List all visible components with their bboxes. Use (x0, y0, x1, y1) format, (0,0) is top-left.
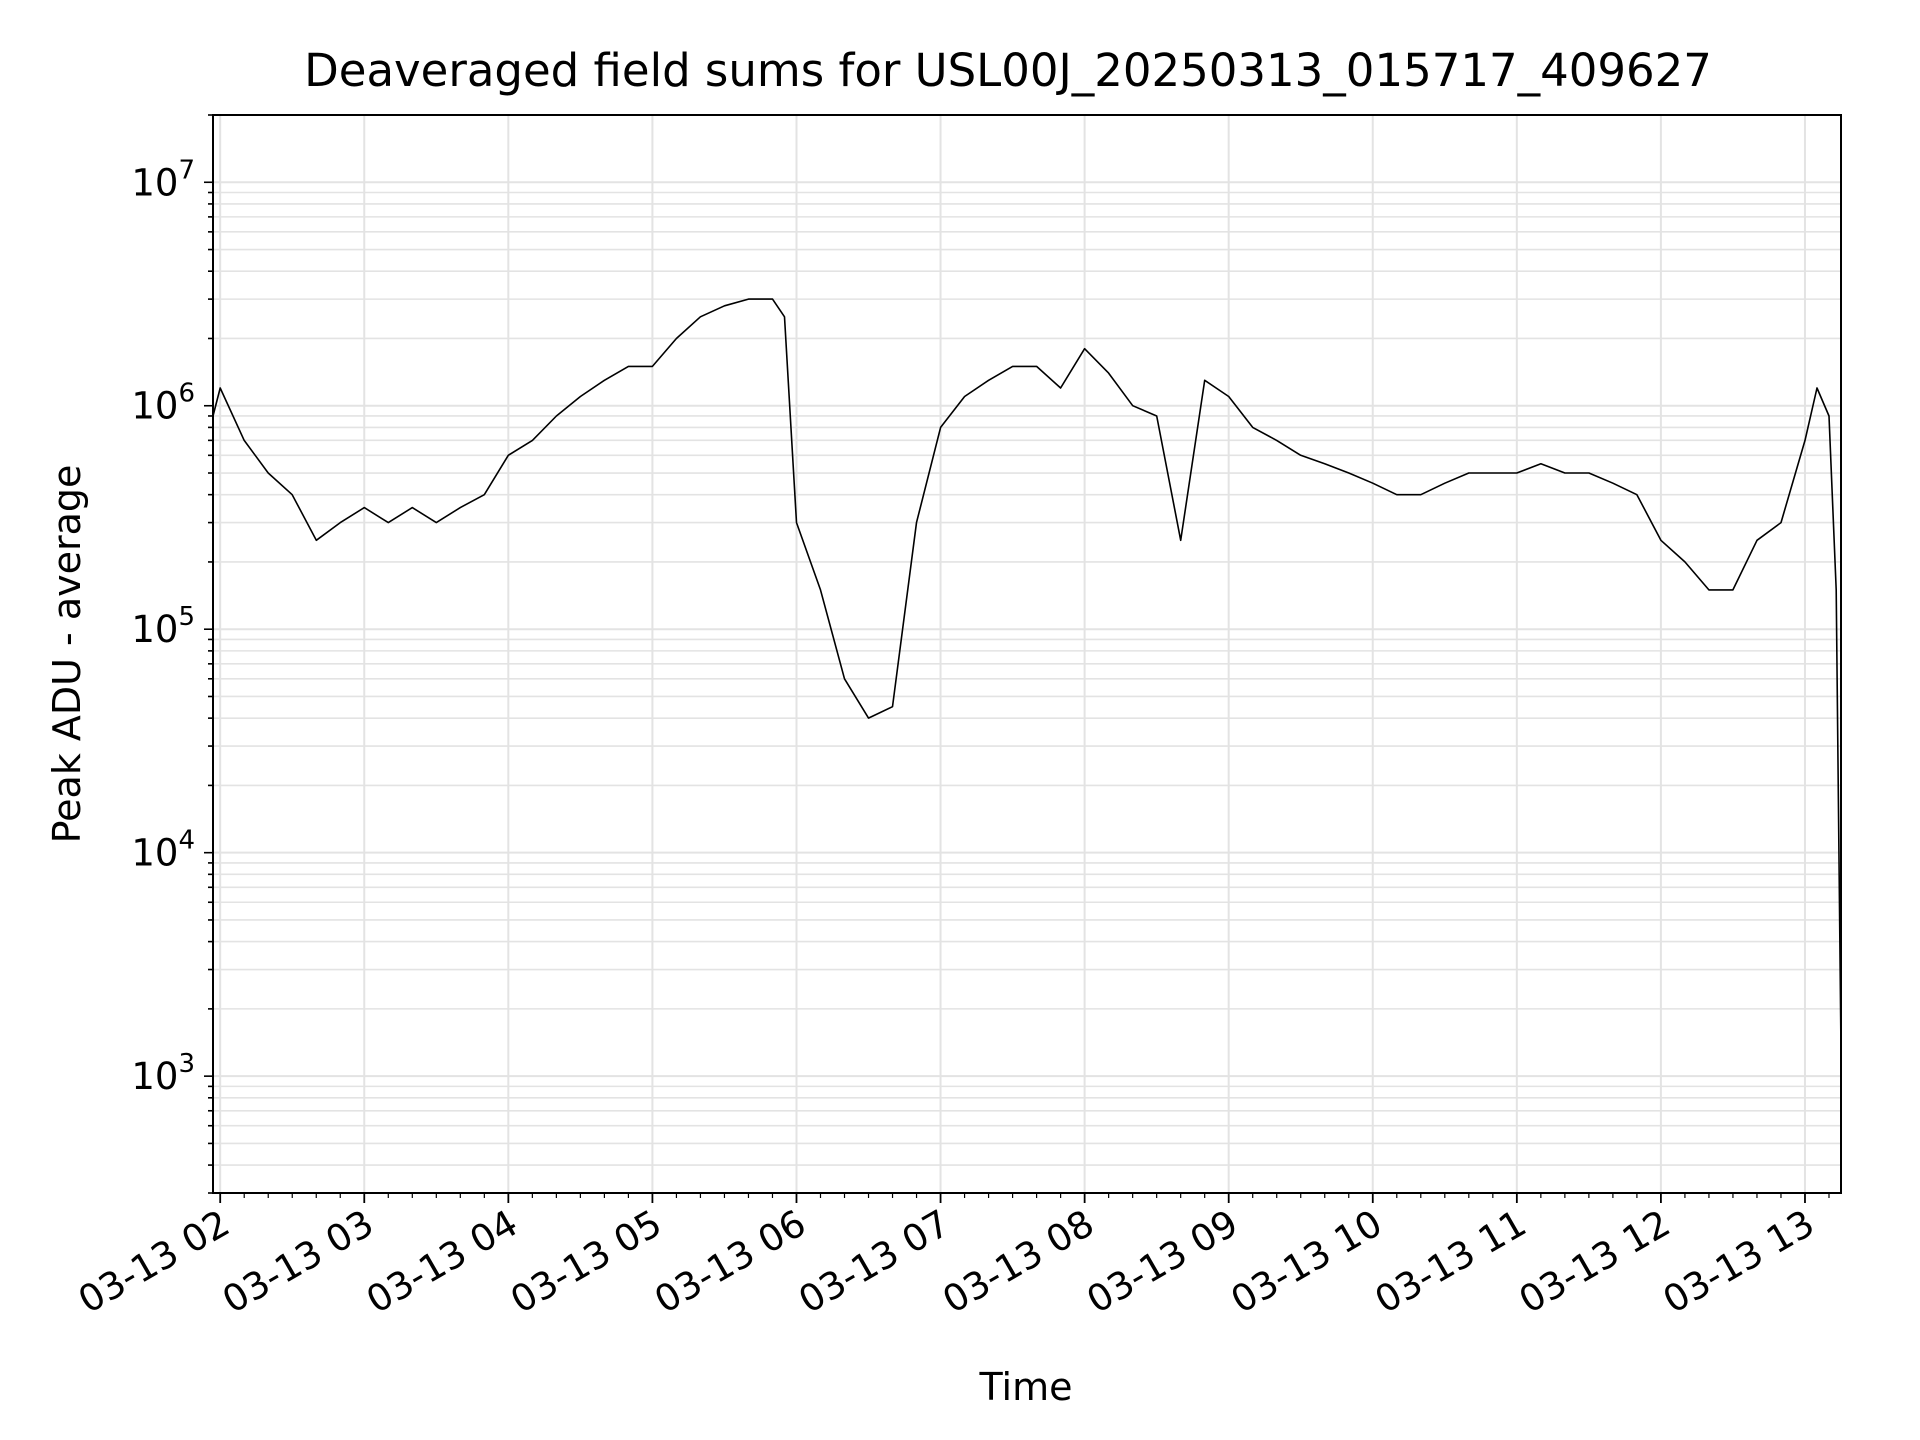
y-tick-label: 103 (131, 1049, 195, 1098)
grid-layer (213, 114, 1841, 1194)
x-axis-label: Time (979, 1365, 1073, 1409)
line-layer (212, 298, 1842, 1051)
chart-title: Deaveraged field sums for USL00J_2025031… (304, 44, 1712, 97)
y-tick-label: 104 (131, 826, 195, 875)
y-tick-label: 106 (131, 379, 195, 428)
series-line (212, 298, 1842, 1051)
y-axis-label: Peak ADU - average (45, 465, 89, 844)
plot-frame (212, 114, 1842, 1194)
y-tick-label: 107 (131, 155, 195, 204)
y-tick-label: 105 (131, 602, 195, 651)
